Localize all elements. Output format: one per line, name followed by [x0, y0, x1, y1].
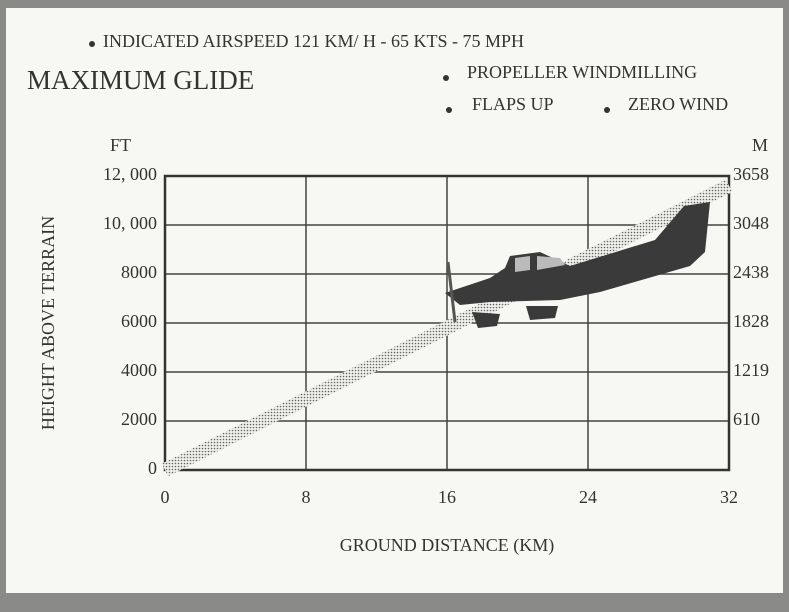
x-tick-label: 32 — [720, 487, 738, 507]
y2-tick-label: 1828 — [733, 311, 769, 331]
note: PROPELLER WINDMILLING — [467, 62, 697, 82]
y-tick-label: 12, 000 — [103, 164, 157, 184]
y2-tick-label: 3658 — [733, 164, 769, 184]
bullet — [443, 75, 449, 81]
bullet — [446, 107, 452, 113]
y2-tick-label: 3048 — [733, 213, 769, 233]
bullet — [604, 107, 610, 113]
y2-unit: M — [752, 135, 768, 155]
y-tick-label: 0 — [148, 458, 157, 478]
y-tick-label: 10, 000 — [103, 213, 157, 233]
x-tick-label: 8 — [302, 487, 311, 507]
y2-tick-label: 610 — [733, 409, 760, 429]
y-axis-label: HEIGHT ABOVE TERRAIN — [38, 216, 58, 430]
note: INDICATED AIRSPEED 121 KM/ H - 65 KTS - … — [103, 31, 524, 51]
x-tick-label: 24 — [579, 487, 597, 507]
y-tick-label: 2000 — [121, 409, 157, 429]
note: ZERO WIND — [628, 94, 728, 114]
y2-tick-label: 1219 — [733, 360, 769, 380]
y-unit: FT — [110, 135, 131, 155]
y2-tick-label: 2438 — [733, 262, 769, 282]
x-axis-label: GROUND DISTANCE (KM) — [340, 535, 555, 556]
y-tick-label: 8000 — [121, 262, 157, 282]
chart-title: MAXIMUM GLIDE — [27, 65, 254, 95]
y-tick-label: 4000 — [121, 360, 157, 380]
bullet — [89, 41, 95, 47]
x-tick-label: 16 — [438, 487, 456, 507]
x-tick-label: 0 — [161, 487, 170, 507]
y-tick-label: 6000 — [121, 311, 157, 331]
note: FLAPS UP — [472, 94, 554, 114]
chart: INDICATED AIRSPEED 121 KM/ H - 65 KTS - … — [0, 0, 789, 612]
